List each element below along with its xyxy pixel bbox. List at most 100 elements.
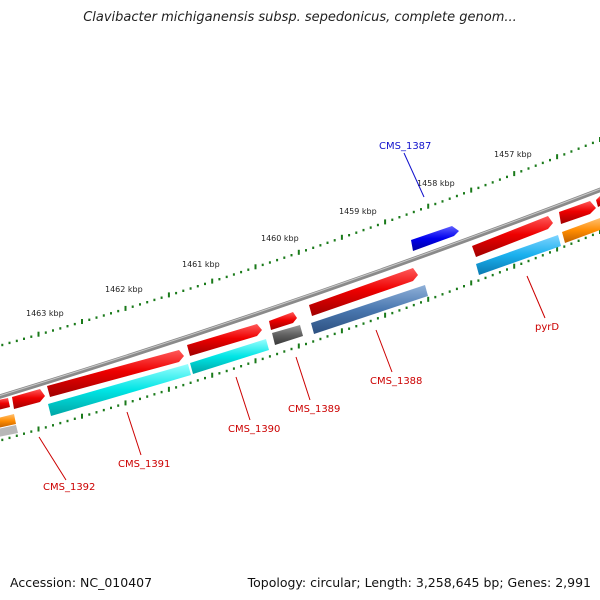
inner-scale-minor-tick — [534, 256, 537, 260]
leader-cms-1390 — [235, 376, 251, 421]
gene-feature-darkgray[interactable] — [272, 325, 303, 345]
inner-scale-minor-tick — [225, 369, 228, 373]
inner-scale-minor-tick — [591, 233, 594, 237]
outer-scale-minor-tick — [276, 258, 279, 262]
cds-feature[interactable] — [269, 312, 297, 330]
outer-scale-minor-tick — [520, 170, 523, 173]
outer-scale-minor-tick — [326, 241, 329, 244]
inner-scale-minor-tick — [319, 337, 322, 341]
outer-scale-minor-tick — [441, 200, 444, 203]
gene-feature-blue[interactable] — [411, 226, 459, 251]
inner-scale-major-tick — [513, 263, 516, 269]
outer-scale-minor-tick — [73, 322, 76, 326]
outer-scale-minor-tick — [305, 249, 307, 252]
outer-scale-minor-tick — [398, 216, 401, 219]
inner-scale-minor-tick — [1, 438, 4, 442]
gene-feature-orange[interactable] — [0, 414, 16, 428]
inner-scale-minor-tick — [348, 327, 351, 330]
inner-scale-minor-tick — [52, 424, 54, 427]
gene-label-pyrd[interactable]: pyrD — [535, 322, 559, 333]
genome-backbone-highlight — [0, 188, 600, 396]
outer-scale-minor-tick — [240, 270, 243, 274]
inner-scale-minor-tick — [549, 251, 551, 254]
gene-feature-cyan[interactable] — [48, 364, 191, 416]
inner-scale-minor-tick — [412, 303, 415, 307]
gene-label-cms-1391[interactable]: CMS_1391 — [118, 459, 170, 470]
inner-scale-minor-tick — [498, 271, 501, 274]
leader-pyrd — [526, 275, 546, 319]
cds-feature[interactable] — [187, 324, 262, 356]
gene-feature-orange[interactable] — [562, 218, 600, 243]
inner-scale-minor-tick — [247, 362, 250, 365]
outer-scale-minor-tick — [455, 194, 458, 198]
cds-feature[interactable] — [559, 201, 596, 224]
outer-scale-minor-tick — [563, 153, 566, 156]
leader-cms-1389 — [295, 356, 311, 401]
leader-cms-1392 — [38, 436, 67, 481]
gene-labels: CMS_1387 pyrD CMS_1388 CMS_1389 CMS_1390… — [43, 141, 559, 493]
outer-scale-minor-tick — [584, 144, 587, 147]
gene-label-cms-1387[interactable]: CMS_1387 — [379, 141, 431, 152]
cds-feature[interactable] — [596, 196, 600, 207]
outer-scale-minor-tick — [333, 239, 336, 242]
outer-scale-major-tick — [513, 171, 516, 177]
inner-scale-minor-tick — [146, 395, 149, 398]
inner-scale-minor-tick — [455, 287, 458, 291]
outer-scale-minor-tick — [196, 285, 199, 288]
gene-label-cms-1388[interactable]: CMS_1388 — [370, 376, 422, 387]
inner-scale-minor-tick — [8, 436, 11, 440]
leader-cms-1387 — [403, 152, 425, 198]
inner-scale-minor-tick — [527, 259, 530, 263]
gene-feature-steelblue[interactable] — [311, 285, 428, 334]
outer-scale-minor-tick — [110, 312, 112, 315]
inner-scale-minor-tick — [117, 404, 120, 407]
inner-scale-minor-tick — [355, 325, 358, 328]
inner-scale-minor-tick — [577, 239, 580, 242]
inner-scale-minor-tick — [398, 309, 401, 312]
outer-scale-minor-tick — [189, 287, 192, 290]
gene-label-cms-1389[interactable]: CMS_1389 — [288, 404, 340, 415]
inner-scale-minor-tick — [584, 236, 587, 240]
cds-feature[interactable] — [309, 268, 418, 316]
outer-scale-minor-tick — [376, 223, 379, 227]
outer-scale-minor-tick — [369, 226, 372, 229]
inner-scale-minor-tick — [182, 383, 185, 387]
outer-scale-minor-tick — [420, 208, 422, 211]
gene-feature-gray[interactable] — [0, 425, 18, 437]
outer-scale-minor-tick — [268, 261, 271, 264]
outer-scale-minor-tick — [534, 164, 537, 167]
outer-scale-major-tick — [470, 187, 473, 193]
inner-scale-minor-tick — [160, 390, 163, 394]
inner-scale-minor-tick — [463, 285, 465, 288]
outer-scale-minor-tick — [15, 339, 18, 343]
cds-feature[interactable] — [472, 216, 553, 257]
gene-feature-lightblue[interactable] — [476, 235, 561, 275]
cds-feature[interactable] — [47, 350, 184, 397]
cds-feature[interactable] — [12, 389, 45, 409]
outer-scale-minor-tick — [348, 234, 351, 237]
outer-scale-minor-tick — [491, 181, 494, 184]
inner-scale-minor-tick — [491, 273, 494, 277]
outer-scale-minor-tick — [225, 275, 228, 279]
inner-scale-minor-tick — [153, 393, 156, 396]
gene-label-cms-1392[interactable]: CMS_1392 — [43, 482, 95, 493]
outer-scale-minor-tick — [391, 218, 394, 221]
gene-label-cms-1390[interactable]: CMS_1390 — [228, 424, 280, 435]
inner-scale-minor-tick — [175, 386, 178, 389]
inner-scale-minor-tick — [268, 355, 271, 358]
scale-label-1463: 1463 kbp — [26, 309, 64, 318]
genome-summary-text: Topology: circular; Length: 3,258,645 bp… — [247, 575, 591, 590]
inner-scale-minor-tick — [276, 352, 279, 356]
gene-feature-cyan[interactable] — [190, 339, 269, 374]
inner-scale-minor-tick — [520, 262, 523, 265]
inner-scale-minor-tick — [563, 245, 566, 248]
outer-scale-minor-tick — [160, 296, 163, 299]
outer-scale-minor-tick — [175, 291, 178, 295]
leader-cms-1391 — [126, 411, 142, 456]
cds-feature[interactable] — [0, 398, 10, 410]
outer-scale-major-tick — [254, 264, 257, 270]
outer-scale-minor-tick — [549, 158, 551, 162]
inner-scale-minor-tick — [369, 319, 372, 323]
inner-scale-minor-tick — [232, 367, 235, 370]
